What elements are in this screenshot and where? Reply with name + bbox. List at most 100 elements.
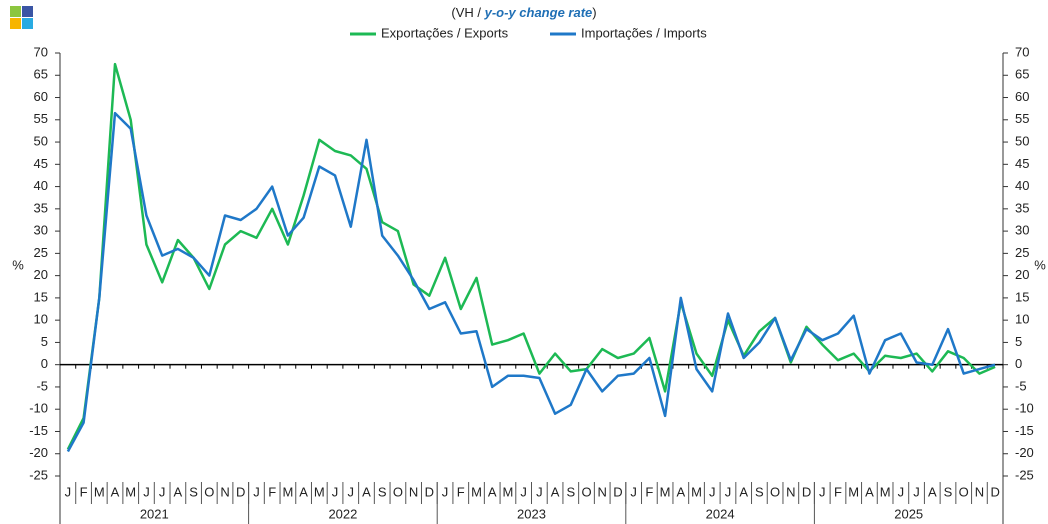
x-tick-label: N (409, 484, 418, 499)
x-tick-label: A (676, 484, 685, 499)
x-tick-label: F (80, 484, 88, 499)
x-tick-label: J (332, 484, 339, 499)
y2-tick-label: 25 (1015, 245, 1029, 260)
y-tick-label: 55 (34, 111, 48, 126)
x-tick-label: J (898, 484, 905, 499)
x-tick-label: O (204, 484, 214, 499)
x-tick-label: O (581, 484, 591, 499)
y-tick-label: 60 (34, 89, 48, 104)
x-tick-label: A (299, 484, 308, 499)
x-tick-label: J (520, 484, 527, 499)
x-tick-label: A (865, 484, 874, 499)
x-tick-label: J (725, 484, 732, 499)
x-tick-label: A (111, 484, 120, 499)
x-tick-label: A (174, 484, 183, 499)
title-part: y-o-y change rate (484, 5, 593, 20)
x-tick-label: J (913, 484, 920, 499)
title-part: ) (592, 5, 596, 20)
x-tick-label: D (990, 484, 999, 499)
x-tick-label: F (645, 484, 653, 499)
year-label: 2021 (140, 506, 169, 521)
x-tick-label: J (143, 484, 150, 499)
x-tick-label: F (457, 484, 465, 499)
y2-tick-label: 0 (1015, 356, 1022, 371)
x-tick-label: J (65, 484, 72, 499)
x-tick-label: M (660, 484, 671, 499)
y-tick-label: -5 (36, 378, 48, 393)
x-tick-label: M (691, 484, 702, 499)
y2-tick-label: -20 (1015, 445, 1034, 460)
legend-label: Importações / Imports (581, 25, 707, 40)
x-tick-label: N (598, 484, 607, 499)
x-tick-label: A (928, 484, 937, 499)
y-tick-label: 40 (34, 178, 48, 193)
x-tick-label: D (802, 484, 811, 499)
series-line (66, 62, 996, 450)
x-tick-label: M (880, 484, 891, 499)
x-tick-label: A (739, 484, 748, 499)
y-tick-label: 15 (34, 289, 48, 304)
x-tick-label: S (189, 484, 198, 499)
x-tick-label: J (709, 484, 716, 499)
title-part: (VH / (451, 5, 484, 20)
x-tick-label: S (755, 484, 764, 499)
x-tick-label: J (348, 484, 355, 499)
x-tick-label: A (551, 484, 560, 499)
y2-tick-label: 60 (1015, 89, 1029, 104)
y2-tick-label: 20 (1015, 267, 1029, 282)
year-label: 2024 (706, 506, 735, 521)
x-tick-label: M (848, 484, 859, 499)
logo (10, 6, 33, 29)
x-tick-label: J (253, 484, 260, 499)
y-tick-label: 20 (34, 267, 48, 282)
y2-tick-label: 70 (1015, 44, 1029, 59)
y2-tick-label: -15 (1015, 423, 1034, 438)
y2-tick-label: 15 (1015, 289, 1029, 304)
y-tick-label: 0 (41, 356, 48, 371)
legend-label: Exportações / Exports (381, 25, 509, 40)
x-tick-label: O (959, 484, 969, 499)
x-tick-label: A (362, 484, 371, 499)
y-tick-label: 10 (34, 312, 48, 327)
y2-tick-label: 40 (1015, 178, 1029, 193)
x-tick-label: J (536, 484, 543, 499)
x-tick-label: D (425, 484, 434, 499)
y2-tick-label: 55 (1015, 111, 1029, 126)
y2-tick-label: 5 (1015, 334, 1022, 349)
y2-tick-label: 65 (1015, 67, 1029, 82)
y-tick-label: 25 (34, 245, 48, 260)
y-tick-label: 35 (34, 200, 48, 215)
year-label: 2022 (328, 506, 357, 521)
year-label: 2025 (894, 506, 923, 521)
x-tick-label: S (944, 484, 953, 499)
chart-title: (VH / y-o-y change rate) (451, 5, 596, 20)
x-tick-label: D (613, 484, 622, 499)
y-tick-label: -25 (29, 467, 48, 482)
x-tick-label: O (770, 484, 780, 499)
x-tick-label: S (566, 484, 575, 499)
x-tick-label: O (393, 484, 403, 499)
y2-tick-label: 50 (1015, 133, 1029, 148)
y-tick-label: 70 (34, 44, 48, 59)
x-tick-label: N (220, 484, 229, 499)
y-tick-label: 45 (34, 156, 48, 171)
x-tick-label: J (159, 484, 166, 499)
y2-tick-label: 30 (1015, 223, 1029, 238)
y-tick-label: 50 (34, 133, 48, 148)
y2-tick-label: 45 (1015, 156, 1029, 171)
x-tick-label: F (268, 484, 276, 499)
y-tick-label: 5 (41, 334, 48, 349)
y2-axis-label: % (1034, 257, 1046, 272)
x-tick-label: M (503, 484, 514, 499)
x-tick-label: M (471, 484, 482, 499)
series-line (66, 111, 996, 453)
x-tick-label: J (442, 484, 449, 499)
x-tick-label: J (819, 484, 826, 499)
x-tick-label: D (236, 484, 245, 499)
y-axis-label: % (12, 257, 24, 272)
y2-tick-label: 35 (1015, 200, 1029, 215)
year-label: 2023 (517, 506, 546, 521)
y-tick-label: 30 (34, 223, 48, 238)
x-tick-label: N (786, 484, 795, 499)
